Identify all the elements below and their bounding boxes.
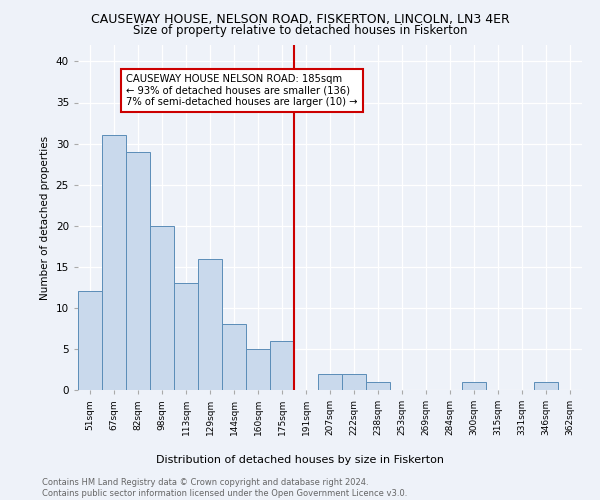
Bar (198, 258, 222, 390)
Bar (222, 324, 246, 390)
Text: Size of property relative to detached houses in Fiskerton: Size of property relative to detached ho… (133, 24, 467, 37)
Text: Distribution of detached houses by size in Fiskerton: Distribution of detached houses by size … (156, 455, 444, 465)
Bar (102, 136, 126, 390)
Bar (78, 292, 102, 390)
Bar (318, 374, 342, 390)
Bar (534, 382, 558, 390)
Bar (270, 340, 294, 390)
Bar (174, 283, 198, 390)
Bar (126, 152, 150, 390)
Bar (462, 382, 486, 390)
Bar (342, 374, 366, 390)
Text: CAUSEWAY HOUSE NELSON ROAD: 185sqm
← 93% of detached houses are smaller (136)
7%: CAUSEWAY HOUSE NELSON ROAD: 185sqm ← 93%… (126, 74, 358, 107)
Y-axis label: Number of detached properties: Number of detached properties (40, 136, 50, 300)
Bar (246, 349, 270, 390)
Bar (366, 382, 390, 390)
Text: CAUSEWAY HOUSE, NELSON ROAD, FISKERTON, LINCOLN, LN3 4ER: CAUSEWAY HOUSE, NELSON ROAD, FISKERTON, … (91, 12, 509, 26)
Bar (150, 226, 174, 390)
Text: Contains HM Land Registry data © Crown copyright and database right 2024.
Contai: Contains HM Land Registry data © Crown c… (42, 478, 407, 498)
